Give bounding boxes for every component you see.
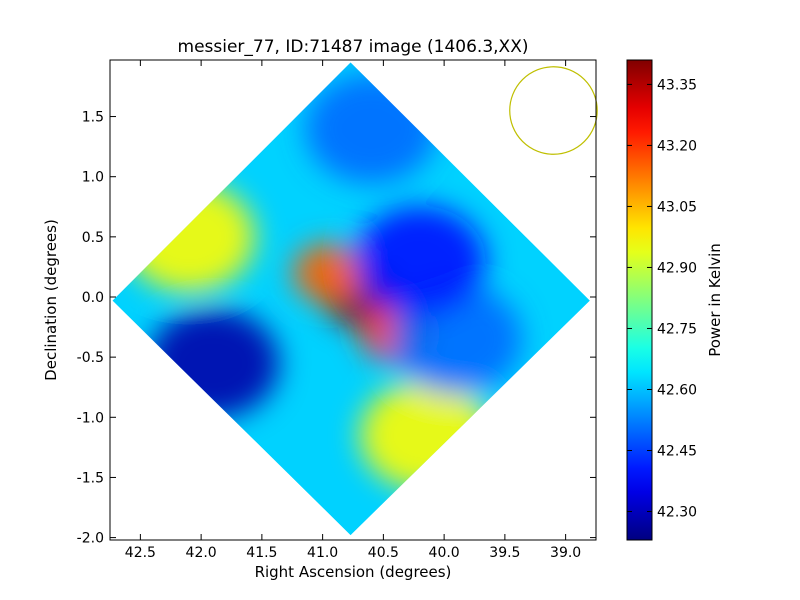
heatmap-feature xyxy=(353,205,486,316)
heatmap-feature xyxy=(122,181,255,292)
x-tick-label: 40.0 xyxy=(429,545,460,561)
y-axis-label: Declination (degrees) xyxy=(42,219,60,381)
colorbar-tick-label: 43.35 xyxy=(657,77,697,93)
y-tick-label: -0.5 xyxy=(77,350,104,366)
chart-title: messier_77, ID:71487 image (1406.3,XX) xyxy=(178,37,529,57)
y-tick-label: -1.5 xyxy=(77,470,104,486)
x-tick-label: 40.5 xyxy=(368,545,399,561)
x-tick-label: 42.5 xyxy=(125,545,156,561)
x-tick-label: 42.0 xyxy=(186,545,217,561)
y-tick-label: -1.0 xyxy=(77,410,104,426)
y-tick-label: 1.0 xyxy=(82,170,104,186)
y-tick-label: 0.5 xyxy=(82,230,104,246)
x-tick-label: 39.0 xyxy=(550,545,581,561)
y-axis-ticks: -2.0 -1.5 -1.0 -0.5 0.0 0.5 1.0 1.5 xyxy=(77,110,596,547)
colorbar-ticks: 42.30 42.45 42.60 42.75 42.90 43.05 43.20 43.35 xyxy=(627,77,697,521)
x-axis-ticks: 42.5 42.0 41.5 41.0 40.5 40.0 39.5 39.0 xyxy=(125,60,581,561)
heatmap-feature xyxy=(147,308,280,419)
y-tick-label: -2.0 xyxy=(77,531,104,547)
axes-frame xyxy=(109,59,597,541)
colorbar-tick-label: 42.60 xyxy=(657,382,697,398)
heatmap-feature xyxy=(292,242,365,303)
x-tick-label: 41.5 xyxy=(246,545,277,561)
y-tick-label: 1.5 xyxy=(82,110,104,126)
y-tick-label: 0.0 xyxy=(82,290,104,306)
colorbar-label: Power in Kelvin xyxy=(706,243,724,357)
x-axis-label: Right Ascension (degrees) xyxy=(255,563,452,581)
colorbar-tick-label: 42.90 xyxy=(657,260,697,276)
colorbar-tick-label: 43.05 xyxy=(657,199,697,215)
x-tick-label: 39.5 xyxy=(489,545,520,561)
colorbar-tick-label: 42.30 xyxy=(657,505,697,521)
colorbar-tick-label: 42.45 xyxy=(657,444,697,460)
heatmap xyxy=(112,62,590,536)
heatmap-feature xyxy=(359,380,492,491)
heatmap-feature xyxy=(305,73,438,184)
colorbar-tick-label: 42.75 xyxy=(657,321,697,337)
beam-marker xyxy=(509,66,598,155)
colorbar xyxy=(626,59,653,541)
x-tick-label: 41.0 xyxy=(307,545,338,561)
colorbar-tick-label: 43.20 xyxy=(657,138,697,154)
